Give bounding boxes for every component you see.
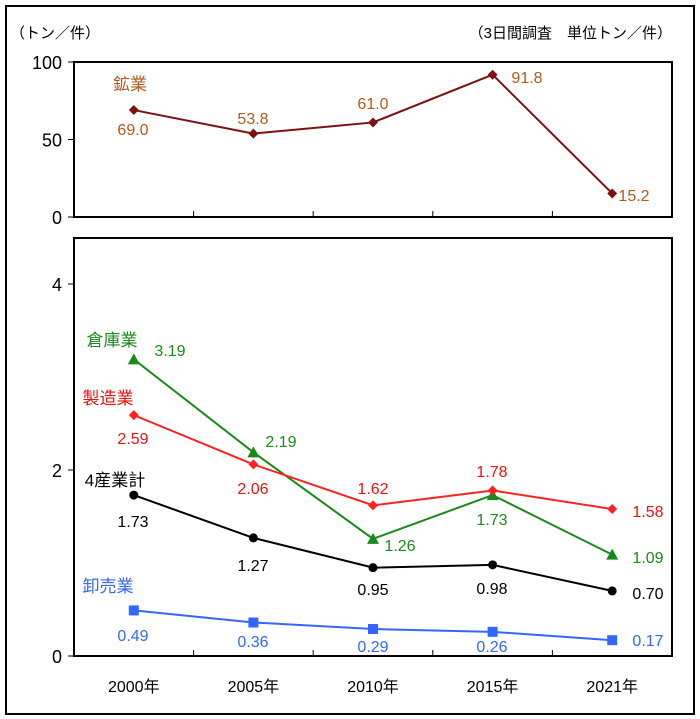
data-label: 1.62 [357, 481, 388, 498]
data-label: 2.06 [237, 481, 268, 498]
x-tick-label: 2010年 [347, 678, 399, 696]
data-point-square [128, 605, 139, 616]
data-point-diamond [248, 128, 259, 139]
y-tick-label: 2 [52, 461, 62, 481]
y-tick-label: 0 [52, 208, 62, 228]
plot-area-top [73, 61, 673, 218]
data-label: 61.0 [357, 96, 388, 113]
x-tick-label: 2005年 [228, 678, 280, 696]
data-label: 1.73 [117, 514, 148, 531]
y-tick-label: 4 [52, 275, 62, 295]
data-point-triangle [606, 548, 619, 560]
data-point-circle [607, 586, 617, 596]
data-point-square [368, 624, 378, 635]
data-point-diamond [607, 504, 618, 515]
data-label: 0.36 [237, 634, 268, 651]
data-label: 15.2 [618, 188, 649, 205]
data-point-circle [368, 563, 378, 573]
data-label: 53.8 [237, 111, 268, 128]
data-point-triangle [247, 446, 260, 458]
data-label: 0.49 [117, 628, 148, 645]
series-name-label: 卸売業 [83, 577, 134, 596]
y-tick-label: 50 [42, 131, 62, 151]
y-tick-label: 0 [52, 647, 62, 667]
data-point-diamond [128, 410, 139, 421]
series-name-label: 製造業 [83, 389, 134, 408]
data-point-diamond [487, 69, 498, 80]
data-label: 1.78 [476, 464, 507, 481]
series-name-label: 倉庫業 [87, 331, 138, 350]
data-label: 1.27 [237, 558, 268, 575]
data-label: 0.95 [357, 582, 388, 599]
data-point-diamond [607, 188, 618, 199]
data-label: 0.17 [632, 633, 663, 650]
data-point-diamond [368, 117, 378, 128]
data-point-triangle [127, 353, 140, 365]
data-point-diamond [128, 105, 139, 116]
data-label: 1.09 [632, 550, 663, 567]
data-label: 2.59 [117, 431, 148, 448]
data-label: 0.29 [357, 639, 388, 656]
series-name-label: 4産業計 [85, 471, 145, 490]
data-label: 1.26 [384, 538, 415, 555]
data-label: 0.70 [632, 586, 663, 603]
data-point-square [487, 626, 498, 637]
data-label: 91.8 [511, 70, 542, 87]
plot-area-bottom [73, 237, 673, 657]
data-point-square [607, 635, 618, 646]
unit-label: （トン／件） [10, 25, 100, 42]
data-point-triangle [367, 532, 379, 544]
data-point-circle [488, 560, 498, 570]
data-label: 0.98 [476, 581, 507, 598]
data-point-diamond [248, 459, 259, 470]
data-point-circle [248, 533, 258, 543]
x-tick-label: 2015年 [467, 678, 519, 696]
data-label: 0.26 [476, 639, 507, 656]
data-point-square [248, 617, 259, 628]
data-label: 2.19 [265, 434, 296, 451]
series-name-label: 鉱業 [113, 75, 147, 94]
data-point-circle [129, 490, 139, 500]
x-tick-label: 2000年 [108, 678, 160, 696]
data-point-diamond [487, 485, 498, 496]
data-point-diamond [368, 500, 378, 511]
x-tick-label: 2021年 [586, 678, 638, 696]
survey-note: （3日間調査 単位トン／件） [469, 25, 672, 42]
data-label: 1.58 [632, 504, 663, 521]
data-label: 3.19 [154, 343, 185, 360]
data-label: 69.0 [117, 122, 148, 139]
y-tick-label: 100 [32, 53, 62, 73]
data-label: 1.73 [476, 512, 507, 529]
